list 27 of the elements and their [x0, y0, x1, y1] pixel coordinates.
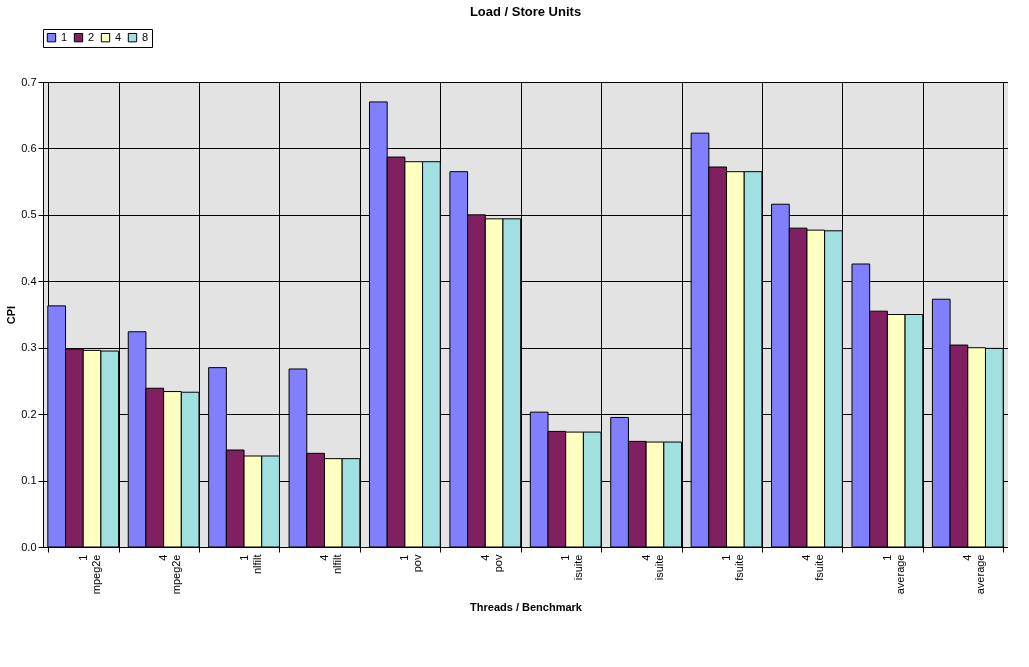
y-tick-label: 0.3 [21, 341, 37, 354]
legend-label: 4 [115, 30, 122, 43]
y-tick-label: 0.6 [21, 141, 37, 154]
x-tick-label: 1 average [880, 554, 906, 595]
y-tick-label: 0.5 [21, 208, 37, 221]
x-tick-label: 1 isuite [559, 554, 585, 581]
x-tick-label: 4 fsuite [800, 554, 826, 581]
y-tick-label: 0.4 [21, 274, 37, 287]
x-axis-title: Threads / Benchmark [470, 601, 583, 614]
x-tick-label: 4 mpeg2e [157, 554, 183, 595]
x-tick-label: 1 pov [398, 554, 424, 573]
y-tick-label: 0.1 [21, 474, 37, 487]
y-axis-title: CPI [5, 305, 18, 325]
chart-title: Load / Store Units [469, 3, 582, 19]
x-tick-label: 1 mpeg2e [76, 554, 102, 595]
x-tick-label: 4 isuite [639, 554, 665, 581]
y-tick-label: 0.2 [21, 407, 37, 420]
y-tick-label: 0.7 [21, 75, 37, 88]
x-tick-label: 4 average [961, 554, 987, 595]
legend-label: 2 [88, 30, 95, 43]
x-tick-label: 4 nlfilt [317, 554, 343, 575]
legend-label: 8 [142, 30, 149, 43]
x-tick-label: 1 fsuite [720, 554, 746, 581]
y-tick-label: 0.0 [21, 540, 37, 553]
legend-label: 1 [61, 30, 68, 43]
x-tick-label: 1 nlfilt [237, 554, 263, 575]
x-tick-label: 4 pov [478, 554, 504, 573]
